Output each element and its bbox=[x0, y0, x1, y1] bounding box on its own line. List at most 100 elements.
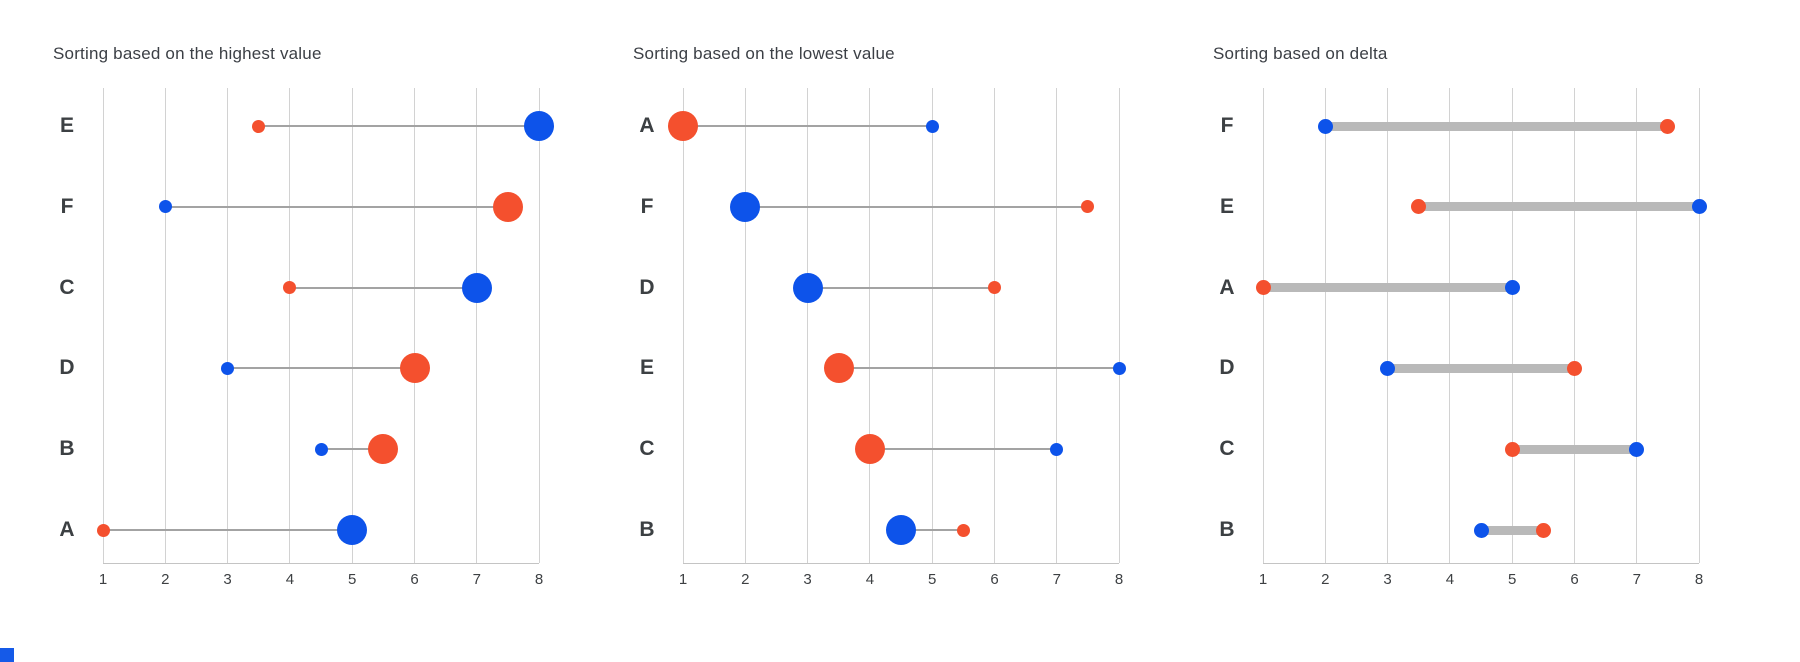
dot-red bbox=[823, 353, 854, 384]
delta-bar bbox=[1481, 525, 1544, 535]
x-tick-label: 8 bbox=[1694, 571, 1704, 588]
x-tick-label: 7 bbox=[1632, 571, 1641, 588]
row-label: F bbox=[640, 194, 654, 218]
dot-blue bbox=[524, 111, 555, 141]
row-label: C bbox=[59, 275, 75, 299]
dot-red bbox=[399, 353, 430, 384]
dot-blue bbox=[886, 515, 917, 545]
dumbbell-connector bbox=[103, 529, 353, 531]
dumbbell-connector bbox=[838, 367, 1120, 370]
row-label: E bbox=[1219, 194, 1234, 218]
dot-red bbox=[1255, 280, 1271, 296]
x-tick-label: 7 bbox=[1052, 571, 1061, 588]
x-tick-label: 6 bbox=[1570, 571, 1579, 588]
row-label: F bbox=[1220, 114, 1234, 137]
row-label: B bbox=[1219, 518, 1235, 541]
dot-blue bbox=[337, 515, 368, 545]
dot-red bbox=[283, 281, 297, 295]
x-tick-label: 4 bbox=[1445, 571, 1455, 588]
dot-red bbox=[668, 111, 698, 141]
gridline bbox=[1324, 88, 1326, 563]
dumbbell-connector bbox=[901, 529, 964, 531]
gridline bbox=[1698, 88, 1700, 563]
dot-red bbox=[988, 281, 1001, 295]
dot-red bbox=[1660, 118, 1676, 134]
gridline bbox=[1056, 88, 1058, 563]
x-tick-label: 2 bbox=[161, 571, 170, 588]
chart-title: Sorting based on the highest value bbox=[53, 44, 322, 63]
row-label: D bbox=[639, 275, 655, 299]
dumbbell-connector bbox=[745, 205, 1088, 208]
dot-blue bbox=[1691, 199, 1707, 215]
dumbbell-connector bbox=[321, 448, 384, 451]
dot-red bbox=[854, 434, 885, 465]
row-label: D bbox=[59, 356, 75, 380]
dumbbell-connector bbox=[683, 125, 933, 127]
gridline bbox=[994, 88, 995, 563]
dumbbell-connector bbox=[258, 125, 540, 127]
gridline bbox=[289, 88, 291, 563]
x-tick-label: 5 bbox=[1508, 571, 1517, 588]
dot-blue bbox=[1112, 361, 1126, 375]
dot-blue bbox=[158, 200, 172, 214]
dot-blue bbox=[730, 191, 761, 222]
dot-blue bbox=[221, 361, 235, 375]
plot-area: 1 2 3 4 5 6 7 8 E F C D B A bbox=[53, 44, 598, 624]
x-tick-label: 6 bbox=[990, 571, 999, 588]
x-axis-line bbox=[1263, 563, 1700, 564]
x-tick-label: 8 bbox=[534, 571, 544, 588]
dumbbell-connector bbox=[165, 205, 508, 208]
row-label: B bbox=[59, 437, 75, 461]
gridline bbox=[1118, 88, 1120, 563]
dot-red bbox=[252, 119, 266, 133]
chart-sorted-by-lowest-value: Sorting based on the lowest value 1 2 3 4 5 6… bbox=[633, 44, 1178, 624]
gridline bbox=[102, 88, 104, 563]
dumbbell-connector bbox=[227, 367, 415, 370]
gridline bbox=[1262, 88, 1264, 563]
dot-blue bbox=[461, 272, 492, 303]
x-tick-label: 4 bbox=[865, 571, 875, 588]
gridline bbox=[869, 88, 871, 563]
dot-blue bbox=[1504, 280, 1520, 296]
row-label: C bbox=[639, 437, 655, 461]
gridline bbox=[227, 88, 229, 563]
x-tick-label: 2 bbox=[741, 571, 750, 588]
gridline bbox=[682, 88, 684, 563]
gridline bbox=[414, 88, 415, 563]
dot-red bbox=[1411, 199, 1427, 215]
dot-red bbox=[1504, 441, 1520, 457]
gridline bbox=[744, 88, 746, 563]
gridline bbox=[1574, 88, 1575, 563]
gridline bbox=[807, 88, 809, 563]
x-tick-label: 2 bbox=[1321, 571, 1330, 588]
dumbbell-connector bbox=[869, 448, 1057, 451]
gridline bbox=[931, 88, 933, 563]
dot-red bbox=[96, 523, 110, 537]
row-label: F bbox=[60, 194, 74, 218]
x-axis-line bbox=[683, 563, 1120, 564]
dot-blue bbox=[925, 119, 939, 133]
chart-title: Sorting based on delta bbox=[1213, 44, 1388, 63]
gridline bbox=[164, 88, 166, 563]
delta-bar bbox=[1263, 283, 1513, 293]
gridline bbox=[1387, 88, 1389, 563]
x-tick-label: 5 bbox=[348, 571, 357, 588]
dot-red bbox=[1535, 522, 1551, 538]
x-tick-label: 3 bbox=[803, 571, 812, 588]
bottom-left-blue-artifact bbox=[0, 648, 14, 662]
dot-blue bbox=[314, 442, 328, 456]
dot-red bbox=[1081, 200, 1095, 214]
row-label: A bbox=[1219, 275, 1235, 299]
x-tick-label: 3 bbox=[223, 571, 232, 588]
gridline bbox=[538, 88, 540, 563]
plot-area: 1 2 3 4 5 6 7 8 F E A D C B bbox=[1213, 44, 1758, 624]
row-label: E bbox=[639, 356, 654, 380]
x-tick-label: 1 bbox=[678, 571, 688, 588]
x-tick-label: 3 bbox=[1383, 571, 1392, 588]
chart-title: Sorting based on the lowest value bbox=[633, 44, 895, 63]
dot-blue bbox=[1380, 360, 1396, 376]
dot-blue bbox=[1050, 442, 1064, 456]
plot-area: 1 2 3 4 5 6 7 8 A F D E C B bbox=[633, 44, 1178, 624]
row-label: B bbox=[639, 518, 655, 541]
